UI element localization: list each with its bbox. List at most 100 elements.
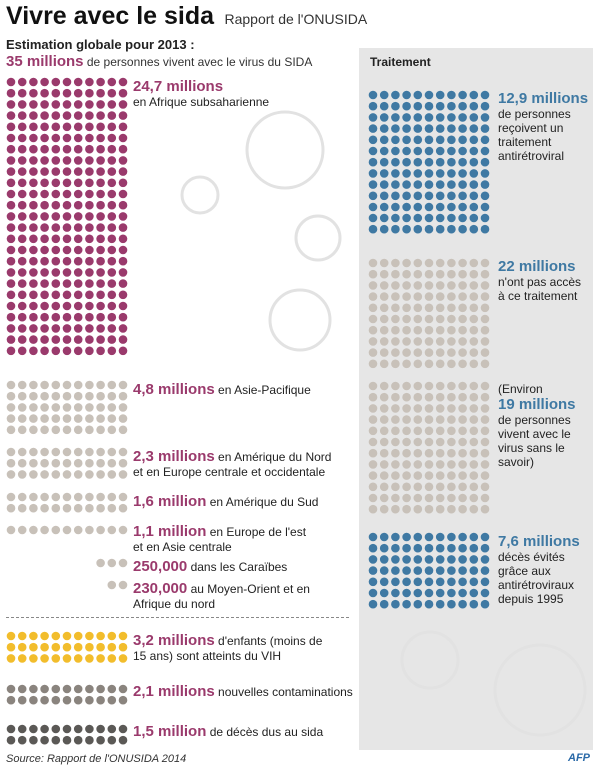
treated-dot bbox=[402, 191, 411, 201]
virus-illustration bbox=[493, 643, 587, 737]
south-america-dot bbox=[51, 503, 61, 513]
unaware-dot bbox=[402, 460, 411, 469]
text-unaware-pre: (Environ bbox=[498, 382, 543, 396]
eastern-europe-dot bbox=[29, 525, 38, 535]
not-treated-dot bbox=[458, 292, 467, 301]
africa-dot bbox=[73, 290, 83, 300]
deaths-dot bbox=[62, 735, 72, 745]
not-treated-dot bbox=[458, 337, 467, 346]
africa-dot bbox=[17, 301, 27, 311]
africa-dot bbox=[6, 346, 16, 356]
value-caribbean: 250,000 bbox=[133, 558, 188, 575]
treated-dot bbox=[469, 146, 479, 156]
africa-dot bbox=[62, 178, 72, 188]
treated-dot bbox=[458, 124, 467, 133]
treated-dot bbox=[391, 191, 400, 201]
africa-dot bbox=[17, 156, 27, 165]
south-america-dot bbox=[6, 492, 16, 502]
asia-dot bbox=[6, 403, 16, 412]
unaware-dot bbox=[379, 504, 389, 514]
africa-dot bbox=[107, 156, 117, 165]
treated-dot bbox=[379, 90, 389, 100]
africa-dot bbox=[6, 256, 16, 266]
africa-dot bbox=[40, 223, 49, 232]
treated-dot bbox=[424, 191, 434, 201]
asia-dot bbox=[6, 380, 16, 390]
africa-dot bbox=[40, 178, 49, 188]
not-treated-dot bbox=[368, 303, 378, 313]
deaths-dot bbox=[107, 735, 117, 745]
value-averted: 7,6 millions bbox=[498, 533, 580, 550]
averted-dot bbox=[391, 566, 400, 575]
label-new-infections: 2,1 millions nouvelles contaminations bbox=[133, 683, 353, 700]
unaware-dot bbox=[435, 415, 445, 424]
averted-dot bbox=[413, 599, 423, 609]
treated-dot bbox=[391, 101, 400, 111]
africa-dot bbox=[118, 312, 128, 322]
not-treated-dot bbox=[402, 269, 411, 279]
africa-dot bbox=[73, 144, 83, 154]
averted-dot bbox=[413, 555, 423, 564]
new-infections-dot bbox=[96, 684, 105, 694]
averted-dot bbox=[379, 599, 389, 609]
africa-dot bbox=[85, 111, 94, 120]
not-treated-dot bbox=[391, 314, 400, 324]
treated-dot bbox=[413, 135, 423, 145]
africa-dot bbox=[73, 111, 83, 120]
africa-dot bbox=[51, 279, 61, 288]
africa-dot bbox=[73, 77, 83, 87]
treated-dot bbox=[368, 191, 378, 201]
children-dot bbox=[51, 631, 61, 641]
not-treated-dot bbox=[368, 337, 378, 346]
africa-dot bbox=[62, 88, 72, 98]
averted-dot bbox=[469, 588, 479, 598]
averted-dot bbox=[480, 588, 490, 598]
unaware-dot bbox=[413, 381, 423, 391]
text-deaths: de décès dus au sida bbox=[209, 725, 324, 739]
text-not-treated-2: à ce traitement bbox=[498, 289, 578, 303]
children-dot bbox=[73, 642, 83, 652]
north-america-dot bbox=[73, 447, 83, 457]
unaware-dot bbox=[368, 493, 378, 503]
north-america-dot bbox=[29, 470, 38, 479]
africa-dot bbox=[40, 189, 49, 199]
new-infections-dot bbox=[29, 695, 38, 705]
africa-dot bbox=[40, 133, 49, 143]
africa-dot bbox=[85, 212, 94, 221]
not-treated-dot bbox=[413, 325, 423, 335]
children-dot bbox=[6, 654, 16, 663]
not-treated-dot bbox=[368, 348, 378, 357]
deaths-dot bbox=[62, 724, 72, 734]
treated-dots bbox=[368, 90, 490, 212]
africa-dot bbox=[51, 256, 61, 266]
not-treated-dot bbox=[458, 314, 467, 324]
asia-dot bbox=[85, 414, 94, 423]
asia-dot bbox=[17, 391, 27, 401]
averted-dot bbox=[424, 555, 434, 564]
children-dot bbox=[73, 654, 83, 663]
unaware-dot bbox=[379, 415, 389, 424]
averted-dot bbox=[424, 543, 434, 553]
africa-dot bbox=[96, 88, 105, 98]
asia-dot bbox=[96, 425, 105, 435]
averted-dot bbox=[413, 566, 423, 575]
unaware-dot bbox=[480, 392, 490, 402]
deaths-dot bbox=[51, 735, 61, 745]
treated-dot bbox=[379, 124, 389, 133]
eastern-europe-dot bbox=[40, 525, 49, 535]
averted-dot bbox=[402, 566, 411, 575]
averted-dot bbox=[458, 599, 467, 609]
africa-dot bbox=[107, 122, 117, 132]
new-infections-dot bbox=[51, 695, 61, 705]
unaware-dot bbox=[413, 426, 423, 436]
unaware-dot bbox=[458, 460, 467, 469]
not-treated-dot bbox=[391, 325, 400, 335]
asia-dot bbox=[40, 403, 49, 412]
unaware-dot bbox=[469, 437, 479, 447]
treated-extra-dot bbox=[469, 224, 479, 234]
unaware-dot bbox=[435, 448, 445, 458]
africa-dot bbox=[96, 290, 105, 300]
unaware-dot bbox=[480, 460, 490, 469]
deaths-dot bbox=[51, 724, 61, 734]
africa-dot bbox=[40, 156, 49, 165]
